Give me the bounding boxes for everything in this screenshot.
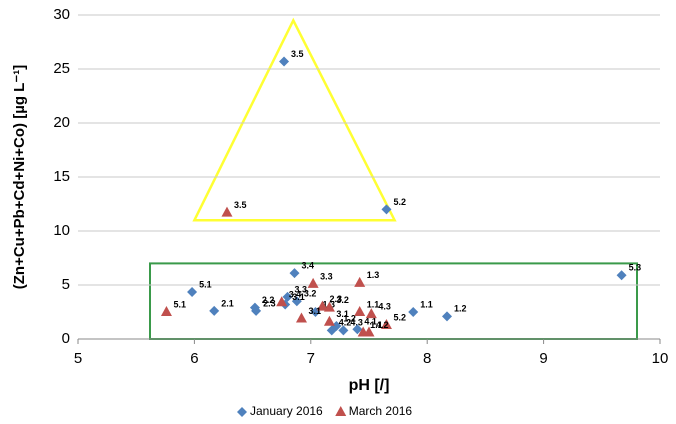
point-label: 3.4: [289, 290, 302, 300]
point: [365, 308, 377, 319]
point-label: 3.2: [336, 295, 349, 305]
point-label: 4.3: [378, 302, 391, 312]
legend-marker: [335, 406, 347, 416]
point-label: 1.1: [367, 299, 380, 309]
point-label: 1.1: [420, 299, 433, 309]
point: [354, 276, 366, 287]
point-label: 4.2: [376, 320, 389, 330]
point-label: 2.1: [221, 298, 234, 308]
highlight-triangle: [192, 17, 397, 222]
point-label: 2.2: [262, 295, 275, 305]
point-label: 3.1: [292, 292, 305, 302]
point: [209, 305, 220, 316]
point-label: 3.3: [320, 271, 333, 281]
point-label: 5.3: [629, 263, 642, 273]
point: [380, 318, 392, 329]
point: [282, 291, 293, 302]
point-label: 3.4: [302, 260, 315, 270]
point: [160, 306, 172, 316]
y-axis-title: (Zn+Cu+Pb+Cd+Ni+Co) [µg L⁻¹]: [11, 65, 28, 289]
y-tick-label: 0: [62, 330, 70, 347]
point: [276, 296, 288, 307]
point: [307, 277, 319, 288]
point: [323, 315, 335, 326]
point-label: 3.5: [291, 49, 304, 59]
x-axis-title: pH [/]: [349, 377, 390, 394]
point: [354, 306, 366, 316]
point: [187, 287, 198, 298]
y-tick-label: 20: [53, 114, 70, 131]
point: [295, 312, 307, 323]
y-tick-label: 10: [53, 222, 70, 239]
point: [326, 325, 337, 336]
x-tick-label: 6: [190, 350, 198, 367]
point: [316, 300, 328, 311]
point: [338, 325, 349, 336]
point-label: 2.3: [329, 294, 342, 304]
point-label: 5.1: [199, 279, 212, 289]
point: [289, 268, 300, 279]
point-label: 1.2: [343, 313, 356, 323]
y-tick-label: 25: [53, 60, 70, 77]
point: [323, 301, 335, 312]
y-tick-label: 30: [53, 6, 70, 23]
y-tick-label: 5: [62, 276, 70, 293]
point: [441, 311, 452, 322]
point-label: 2.3: [263, 298, 276, 308]
point-label: 4.1: [364, 317, 377, 327]
point-label: 1.3: [367, 270, 380, 280]
point-label: 5.2: [393, 197, 406, 207]
point: [408, 307, 419, 317]
point: [279, 56, 290, 67]
point-label: 5.2: [393, 312, 406, 322]
point: [363, 326, 375, 337]
point-label: 3.5: [234, 200, 247, 210]
x-tick-label: 10: [652, 350, 669, 367]
point: [352, 324, 363, 335]
point-label: 3.1: [336, 309, 349, 319]
x-tick-label: 8: [423, 350, 431, 367]
legend-label: January 2016: [250, 404, 323, 418]
point: [251, 305, 262, 316]
point-label: 4.3: [350, 318, 363, 328]
point-label: 1.1: [370, 320, 383, 330]
point-label: 5.1: [173, 299, 186, 309]
x-tick-label: 7: [307, 350, 315, 367]
point: [381, 204, 392, 215]
point-label: 4.2: [339, 318, 352, 328]
point: [221, 206, 233, 217]
point: [616, 270, 627, 281]
x-tick-label: 5: [74, 350, 82, 367]
legend-label: March 2016: [349, 404, 413, 418]
point: [291, 296, 302, 307]
point-label: 3.3: [295, 284, 308, 294]
y-tick-label: 15: [53, 168, 70, 185]
point-label: 3.2: [304, 289, 317, 299]
x-tick-label: 9: [539, 350, 547, 367]
point-label: 1.2: [454, 304, 467, 314]
point-label: 3.1: [308, 306, 321, 316]
legend-marker: [237, 407, 247, 417]
